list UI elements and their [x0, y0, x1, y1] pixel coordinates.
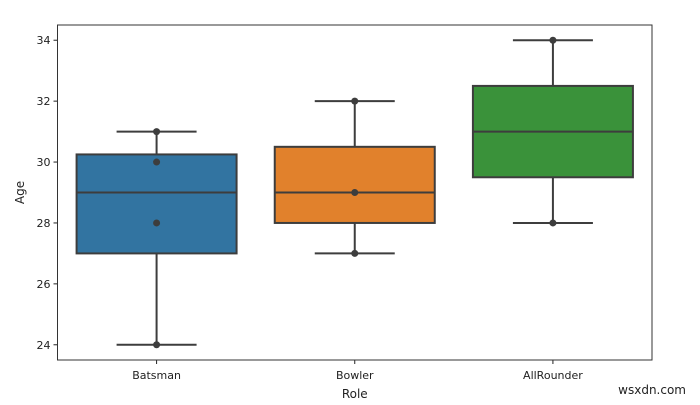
box-batsman: [75, 128, 238, 349]
plot-frame: [57, 24, 653, 361]
y-tick-label: 28: [37, 217, 51, 230]
y-axis-label: Age: [13, 181, 27, 204]
data-point: [549, 36, 557, 44]
data-point: [153, 219, 161, 227]
data-point: [549, 219, 557, 227]
x-tick-label: AllRounder: [523, 369, 583, 382]
box-iqr: [75, 153, 238, 255]
y-tick-label: 24: [37, 339, 51, 352]
data-point: [351, 249, 359, 257]
watermark: wsxdn.com: [618, 383, 686, 397]
data-point: [351, 97, 359, 105]
box-iqr: [273, 145, 436, 224]
data-point: [153, 341, 161, 349]
box-allrounder: [471, 36, 634, 227]
x-axis-label: Role: [342, 387, 368, 401]
x-tick-label: Batsman: [132, 369, 181, 382]
data-point: [153, 128, 161, 136]
data-point: [153, 158, 161, 166]
y-tick-label: 34: [37, 34, 51, 47]
data-point: [351, 189, 359, 196]
y-tick-label: 26: [37, 278, 51, 291]
y-tick-label: 32: [37, 95, 51, 108]
box-bowler: [273, 97, 436, 257]
x-tick-label: Bowler: [336, 369, 374, 382]
y-tick-label: 30: [37, 156, 51, 169]
